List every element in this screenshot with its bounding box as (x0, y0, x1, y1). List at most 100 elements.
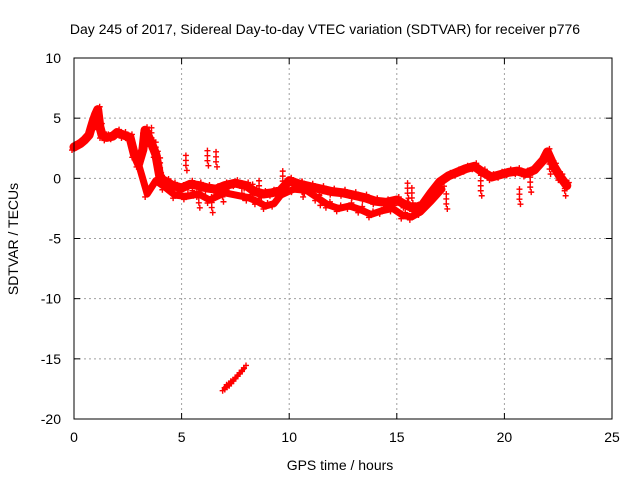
data-point (326, 198, 333, 205)
data-point (101, 137, 108, 144)
data-point (443, 200, 450, 207)
x-axis-label: GPS time / hours (287, 457, 394, 473)
data-point (503, 172, 510, 179)
data-point (260, 206, 267, 213)
data-point (337, 202, 344, 209)
data-point (516, 196, 523, 203)
data-point (219, 193, 226, 200)
data-point (376, 210, 383, 217)
data-point (385, 196, 392, 203)
data-point (565, 179, 572, 186)
data-point (197, 179, 204, 186)
data-point (546, 166, 553, 173)
data-point (105, 131, 112, 138)
data-point (529, 169, 536, 176)
data-point (213, 158, 220, 165)
x-tick-label: 15 (389, 429, 405, 445)
data-point (163, 180, 170, 187)
data-point (481, 166, 488, 173)
x-tick-label: 0 (70, 429, 78, 445)
data-point (426, 192, 433, 199)
data-point (148, 129, 155, 136)
data-point (75, 143, 82, 150)
data-point (280, 183, 287, 190)
data-point (528, 189, 535, 196)
data-point (552, 160, 559, 167)
data-point (142, 133, 149, 140)
data-point (107, 136, 114, 143)
data-point (180, 196, 187, 203)
data-point (316, 197, 323, 204)
data-point (288, 189, 295, 196)
data-point (196, 204, 203, 211)
data-point (415, 212, 422, 219)
data-point (365, 214, 372, 221)
data-point (460, 168, 467, 175)
data-point (257, 192, 264, 199)
data-point (122, 129, 129, 136)
data-point (443, 175, 450, 182)
data-point (150, 180, 157, 187)
data-point (209, 209, 216, 216)
data-point (208, 204, 215, 211)
data-point (214, 163, 221, 170)
data-point (400, 204, 407, 211)
data-point (352, 189, 359, 196)
data-point (195, 189, 202, 196)
data-point (238, 190, 245, 197)
data-point (152, 144, 159, 151)
data-point (190, 192, 197, 199)
data-point (395, 193, 402, 200)
data-point (516, 186, 523, 193)
data-point (118, 135, 125, 142)
data-point (146, 143, 153, 150)
data-point (299, 183, 306, 190)
data-point (342, 186, 348, 193)
data-point (165, 175, 172, 182)
data-point (419, 206, 426, 213)
data-point (220, 198, 227, 205)
data-point (406, 216, 413, 223)
data-point (279, 168, 286, 175)
x-tick-label: 10 (281, 429, 297, 445)
y-tick-label: 0 (53, 170, 61, 186)
data-point (251, 201, 258, 208)
data-point (223, 186, 230, 193)
data-point (542, 151, 549, 158)
data-point (547, 171, 554, 178)
data-point (402, 209, 409, 216)
data-point (116, 126, 123, 133)
data-point (512, 171, 519, 178)
data-point (436, 189, 443, 196)
data-point (410, 210, 417, 217)
data-point (100, 129, 107, 136)
data-point (189, 187, 196, 194)
data-point (180, 181, 187, 188)
data-point (195, 194, 202, 201)
data-point (128, 131, 135, 138)
data-point (92, 109, 99, 116)
data-point (300, 193, 307, 200)
data-point (239, 195, 246, 202)
data-point (562, 192, 569, 199)
data-point (333, 208, 340, 215)
data-point (279, 173, 286, 180)
data-point (148, 124, 155, 131)
data-point (348, 200, 355, 207)
data-point (250, 196, 257, 203)
y-tick-label: 10 (45, 50, 61, 66)
data-point (142, 193, 149, 200)
data-point (262, 187, 269, 194)
data-point (434, 181, 441, 188)
data-point (112, 132, 119, 139)
data-point (369, 208, 376, 215)
data-point (279, 189, 286, 196)
data-point (94, 126, 101, 133)
data-point (256, 187, 263, 194)
data-point (517, 201, 524, 208)
data-point (409, 199, 416, 206)
data-point (157, 164, 164, 171)
data-point (193, 185, 200, 192)
data-point (440, 183, 447, 190)
y-tick-label: -5 (49, 231, 62, 247)
